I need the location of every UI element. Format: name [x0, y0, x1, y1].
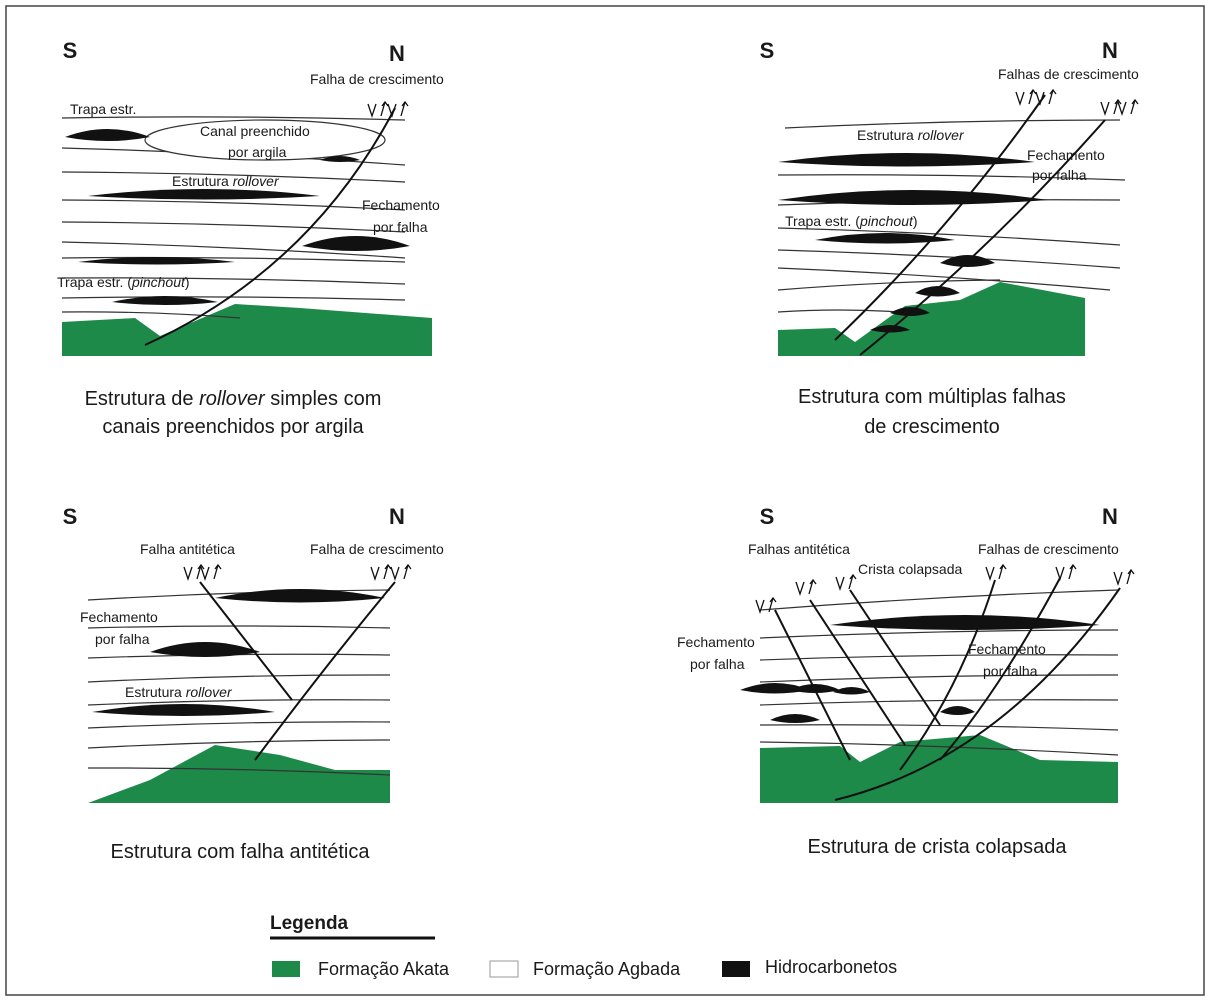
annotation: Estrutura rollover	[172, 173, 280, 189]
annotation: Trapa estr. (pinchout)	[57, 274, 190, 290]
annotation: por falha	[1032, 167, 1087, 183]
legend-swatch-agbada	[490, 961, 518, 977]
caption: Estrutura com falha antitética	[110, 841, 370, 863]
legend-swatch-akata	[272, 961, 300, 977]
annotation: Fechamento	[80, 609, 158, 625]
annotation-part: Trapa estr.	[70, 101, 136, 117]
caption: de crescimento	[864, 416, 1000, 438]
annotation-part: Falha de crescimento	[310, 541, 444, 557]
annotation-part: por falha	[983, 663, 1038, 679]
south-label: S	[760, 504, 775, 529]
caption-part: Estrutura de crista colapsada	[807, 836, 1067, 858]
legend-swatch-hc	[722, 961, 750, 977]
annotation: Falhas de crescimento	[998, 66, 1139, 82]
annotation-part: Falhas de crescimento	[998, 66, 1139, 82]
annotation: Falha de crescimento	[310, 71, 444, 87]
caption: Estrutura de rollover simples com	[85, 388, 382, 410]
north-label: N	[389, 504, 405, 529]
caption: Estrutura com múltiplas falhas	[798, 386, 1066, 408]
caption-part: Estrutura com falha antitética	[110, 841, 370, 863]
north-label: N	[1102, 504, 1118, 529]
annotation: Fechamento	[677, 634, 755, 650]
north-label: N	[389, 41, 405, 66]
annotation-part: Fechamento	[362, 197, 440, 213]
annotation-part: Fechamento	[80, 609, 158, 625]
annotation: Falha antitética	[140, 541, 235, 557]
annotation: por falha	[690, 656, 745, 672]
annotation: Estrutura rollover	[857, 127, 965, 143]
annotation: Falhas de crescimento	[978, 541, 1119, 557]
caption-part: simples com	[265, 388, 382, 410]
annotation-part: Trapa estr. (	[57, 274, 132, 290]
annotation-part: rollover	[233, 173, 280, 189]
annotation: por argila	[228, 144, 287, 160]
figure: S N Falha de crescimento Trapa estr. Canal p…	[0, 0, 1210, 1001]
south-label: S	[63, 38, 78, 63]
legend-label: Formação Akata	[318, 959, 450, 979]
annotation-part: )	[185, 274, 190, 290]
annotation-part: Estrutura	[857, 127, 918, 143]
annotation-part: pinchout	[859, 213, 914, 229]
annotation: Fechamento	[362, 197, 440, 213]
caption: canais preenchidos por argila	[102, 416, 364, 438]
annotation-part: Falhas de crescimento	[978, 541, 1119, 557]
annotation-part: Estrutura	[172, 173, 233, 189]
annotation: Trapa estr.	[70, 101, 136, 117]
annotation-part: Fechamento	[1027, 147, 1105, 163]
caption-part: Estrutura com múltiplas falhas	[798, 386, 1066, 408]
annotation-part: Falha de crescimento	[310, 71, 444, 87]
annotation-part: por falha	[690, 656, 745, 672]
annotation: Falha de crescimento	[310, 541, 444, 557]
legend-label: Hidrocarbonetos	[765, 957, 897, 977]
caption-part: Estrutura de	[85, 388, 200, 410]
south-label: S	[760, 38, 775, 63]
annotation: Canal preenchido	[200, 123, 310, 139]
caption-part: de crescimento	[864, 416, 1000, 438]
annotation-part: por argila	[228, 144, 287, 160]
north-label: N	[1102, 38, 1118, 63]
annotation-part: rollover	[918, 127, 965, 143]
annotation: Crista colapsada	[858, 561, 962, 577]
annotation-part: Falha antitética	[140, 541, 235, 557]
annotation-part: por falha	[373, 219, 428, 235]
annotation-part: pinchout	[131, 274, 186, 290]
south-label: S	[63, 504, 78, 529]
legend-label: Formação Agbada	[533, 959, 681, 979]
annotation-part: por falha	[95, 631, 150, 647]
annotation-part: Trapa estr. (	[785, 213, 860, 229]
annotation-part: Falhas antitética	[748, 541, 850, 557]
annotation-part: Crista colapsada	[858, 561, 962, 577]
annotation: Fechamento	[1027, 147, 1105, 163]
annotation: por falha	[95, 631, 150, 647]
caption-part: canais preenchidos por argila	[102, 416, 364, 438]
annotation: Trapa estr. (pinchout)	[785, 213, 918, 229]
annotation-part: por falha	[1032, 167, 1087, 183]
annotation-part: rollover	[186, 684, 233, 700]
annotation: Estrutura rollover	[125, 684, 233, 700]
annotation: Fechamento	[968, 641, 1046, 657]
caption-part: rollover	[199, 388, 266, 410]
annotation-part: Estrutura	[125, 684, 186, 700]
annotation: por falha	[373, 219, 428, 235]
caption: Estrutura de crista colapsada	[807, 836, 1067, 858]
annotation-part: Fechamento	[968, 641, 1046, 657]
annotation-part: )	[913, 213, 918, 229]
legend-title: Legenda	[270, 913, 349, 934]
annotation-part: Canal preenchido	[200, 123, 310, 139]
annotation-part: Fechamento	[677, 634, 755, 650]
annotation: por falha	[983, 663, 1038, 679]
annotation: Falhas antitética	[748, 541, 850, 557]
